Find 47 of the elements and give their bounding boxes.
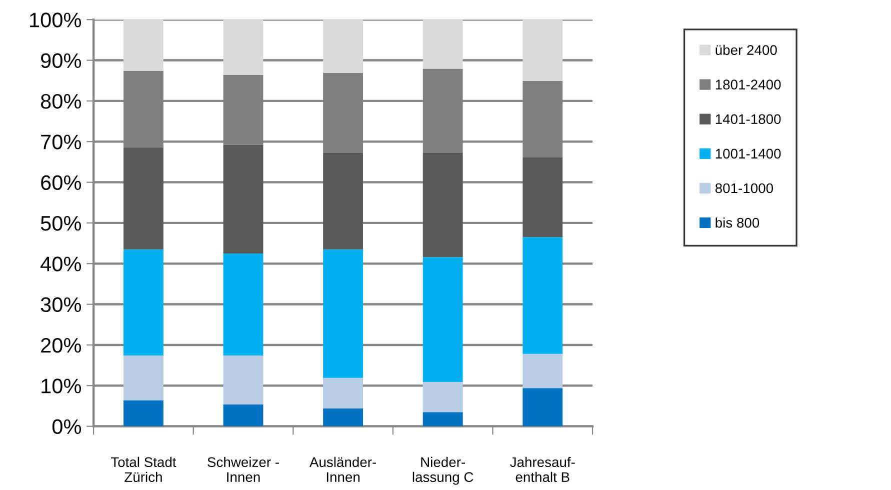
bar <box>123 400 164 426</box>
y-tick-label: 70% <box>41 134 82 150</box>
bar <box>422 20 463 69</box>
bar <box>422 153 463 258</box>
bar <box>223 356 264 404</box>
legend-label: 1401-1800 <box>716 114 781 124</box>
legend-label: 801-1000 <box>715 183 773 194</box>
bar <box>422 257 463 382</box>
bar <box>323 249 363 378</box>
bar <box>522 237 563 354</box>
bar <box>123 20 164 71</box>
bar <box>223 144 264 254</box>
y-tick-label: 90% <box>41 53 82 68</box>
y-tick-label: 80% <box>40 94 82 109</box>
y-tick-label: 10% <box>42 378 82 394</box>
bar <box>522 354 563 388</box>
legend-label: über 2400 <box>716 44 777 55</box>
bar <box>223 404 264 426</box>
bar <box>123 356 164 400</box>
bar <box>422 412 463 426</box>
y-tick-label: 40% <box>40 256 82 272</box>
y-tick-label: 60% <box>41 175 82 190</box>
legend-label: 1001-1400 <box>716 148 781 159</box>
bar <box>522 388 563 426</box>
x-tick-label: Nieder- lassung C <box>412 456 474 485</box>
bar <box>323 408 363 426</box>
legend-label: bis 800 <box>716 217 760 228</box>
x-tick-label: Schweizer - Innen <box>208 456 279 482</box>
bar <box>123 249 164 356</box>
bar <box>422 382 463 412</box>
x-tick-label: Ausländer- Innen <box>309 456 376 482</box>
bar <box>522 157 563 238</box>
bar <box>123 147 164 250</box>
bar <box>522 20 563 82</box>
y-tick-label: 0% <box>52 419 82 434</box>
x-tick-label: Total Stadt Zürich <box>110 456 176 482</box>
y-tick-label: 100% <box>30 12 82 28</box>
bar <box>323 378 363 408</box>
bar <box>323 20 363 73</box>
y-tick-label: 30% <box>40 297 82 312</box>
bar <box>223 20 264 75</box>
legend-label: 1801-2400 <box>716 80 781 90</box>
bar <box>223 253 264 356</box>
bar <box>323 153 363 250</box>
x-tick-label: Jahresauf- enthalt B <box>510 456 575 482</box>
y-tick-label: 20% <box>41 338 82 353</box>
y-tick-label: 50% <box>40 216 82 231</box>
